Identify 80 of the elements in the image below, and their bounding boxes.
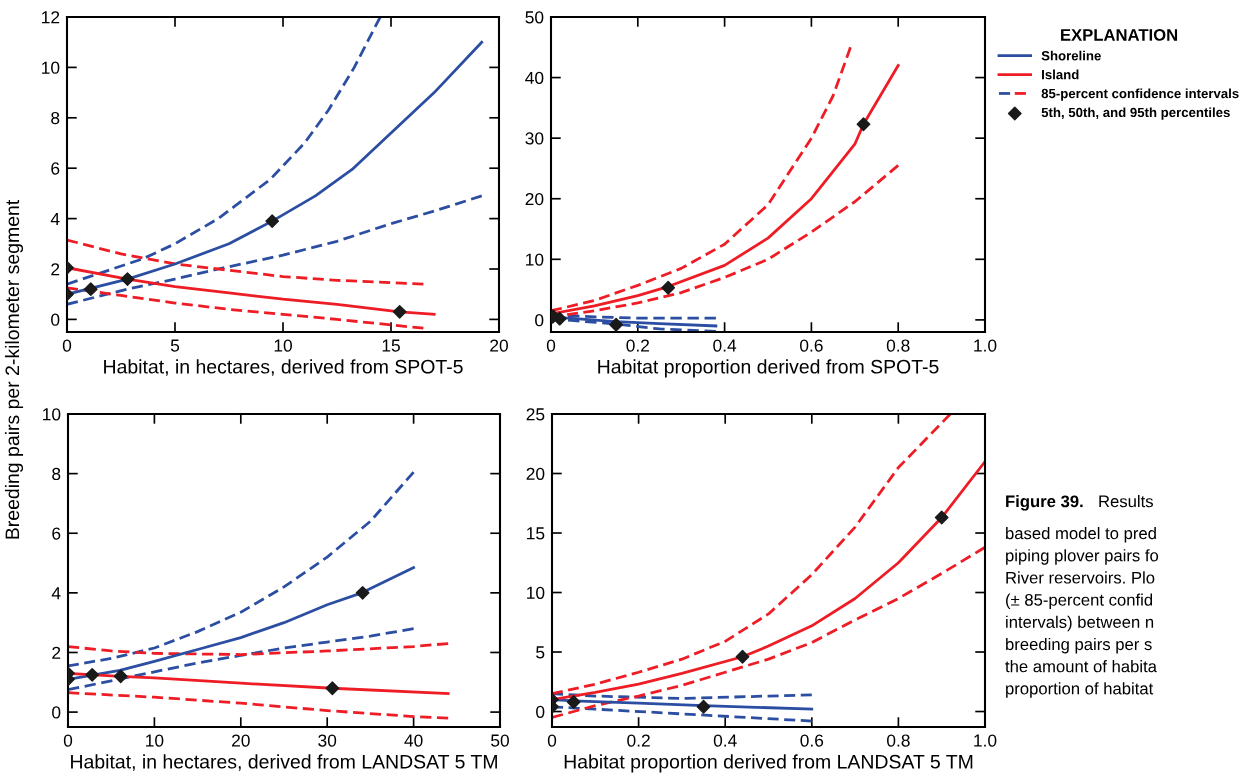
x-tick-label: 50	[491, 734, 509, 747]
y-tick-label: 4	[51, 587, 61, 600]
y-tick-label: 10	[526, 253, 544, 266]
legend-label: 85-percent confidence intervals	[1041, 88, 1239, 101]
x-tick-label: 0	[547, 734, 557, 747]
line-series	[552, 545, 985, 719]
caption: Figure 39.	[1006, 495, 1083, 511]
x-tick-label: 10	[274, 339, 292, 352]
y-tick-label: 5	[536, 646, 545, 659]
x-tick-label: 20	[490, 339, 508, 352]
y-tick-label: 6	[51, 162, 60, 175]
y-tick-label: 2	[51, 263, 60, 276]
x-tick-label: 0.6	[800, 339, 823, 352]
x-axis-title: Habitat proportion derived from LANDSAT 5 TM	[564, 754, 973, 773]
x-axis-title: Habitat, in hectares, derived from LANDSAT 5 TM	[71, 754, 497, 771]
x-tick-label: 0.4	[713, 339, 737, 352]
legend-label: Shoreline	[1041, 50, 1101, 61]
x-tick-label: 30	[318, 734, 337, 747]
y-tick-label: 4	[50, 212, 60, 225]
y-tick-label: 30	[525, 132, 544, 145]
point	[609, 317, 624, 332]
point	[934, 510, 949, 525]
x-tick-label: 0.4	[713, 734, 737, 747]
x-tick-label: 40	[404, 734, 423, 747]
y-tick-label: 50	[525, 11, 544, 24]
line-series	[67, 286, 425, 330]
x-tick-label: 5	[170, 339, 180, 352]
y-tick-label: 12	[42, 11, 60, 24]
y-tick-label: 25	[526, 408, 545, 421]
line-series	[68, 627, 415, 692]
point	[661, 280, 676, 295]
y-tick-label: 0	[535, 314, 544, 327]
text: Results	[1099, 495, 1153, 508]
x-tick-label: 15	[382, 339, 400, 352]
y-axis-title: Breeding pairs per 2-kilometer segment	[4, 199, 24, 539]
y-tick-label: 10	[43, 408, 61, 421]
x-tick-label: 1.0	[974, 339, 997, 352]
x-axis-title: Habitat proportion derived from SPOT-5	[598, 359, 939, 378]
y-tick-label: 2	[52, 646, 61, 659]
x-tick-label: 0.8	[887, 734, 910, 747]
y-tick-label: 8	[51, 111, 60, 125]
legend-label: 5th, 50th, and 95th percentiles	[1041, 107, 1230, 120]
text: based model to pred piping plover pairs fo River reservoirs. Plo (± 85-percent confid intervals) between n breeding pairs per s the amount of habita proportion of habitat	[1005, 527, 1159, 698]
x-tick-label: 0.2	[626, 339, 649, 352]
line-series	[68, 691, 450, 720]
point	[355, 585, 370, 600]
x-tick-label: 0.8	[886, 339, 910, 352]
legend-label: Island	[1042, 69, 1079, 80]
x-tick-label: 0.2	[627, 734, 650, 747]
y-tick-label: 0	[51, 313, 60, 326]
x-tick-label: 0	[62, 339, 72, 352]
y-tick-label: 0	[52, 706, 61, 719]
x-tick-label: 0	[546, 339, 556, 352]
x-tick-label: 0.6	[800, 734, 824, 747]
x-tick-label: 20	[232, 734, 250, 747]
y-tick-label: 10	[42, 61, 60, 74]
point	[856, 117, 871, 132]
point	[392, 304, 407, 319]
x-tick-label: 0	[63, 734, 73, 747]
point	[696, 699, 711, 714]
legend-title: EXPLANATION	[1061, 29, 1178, 41]
line-series	[67, 194, 484, 306]
y-tick-label: 20	[525, 192, 544, 206]
point	[325, 681, 340, 696]
x-axis-title: Habitat, in hectares, derived from SPOT-5	[104, 359, 463, 376]
line-series	[68, 642, 450, 656]
x-tick-label: 10	[146, 734, 164, 747]
y-tick-label: 15	[527, 527, 545, 540]
line-series	[67, 238, 425, 286]
y-tick-label: 40	[525, 71, 544, 85]
line-series	[67, 17, 382, 286]
y-tick-label: 8	[52, 467, 61, 481]
y-tick-label: 0	[536, 705, 545, 718]
y-tick-label: 10	[527, 586, 545, 599]
y-tick-label: 20	[526, 467, 545, 480]
x-tick-label: 1.0	[974, 734, 997, 747]
point	[566, 695, 581, 709]
point	[735, 649, 750, 664]
y-tick-label: 6	[52, 527, 61, 540]
point	[265, 214, 280, 229]
